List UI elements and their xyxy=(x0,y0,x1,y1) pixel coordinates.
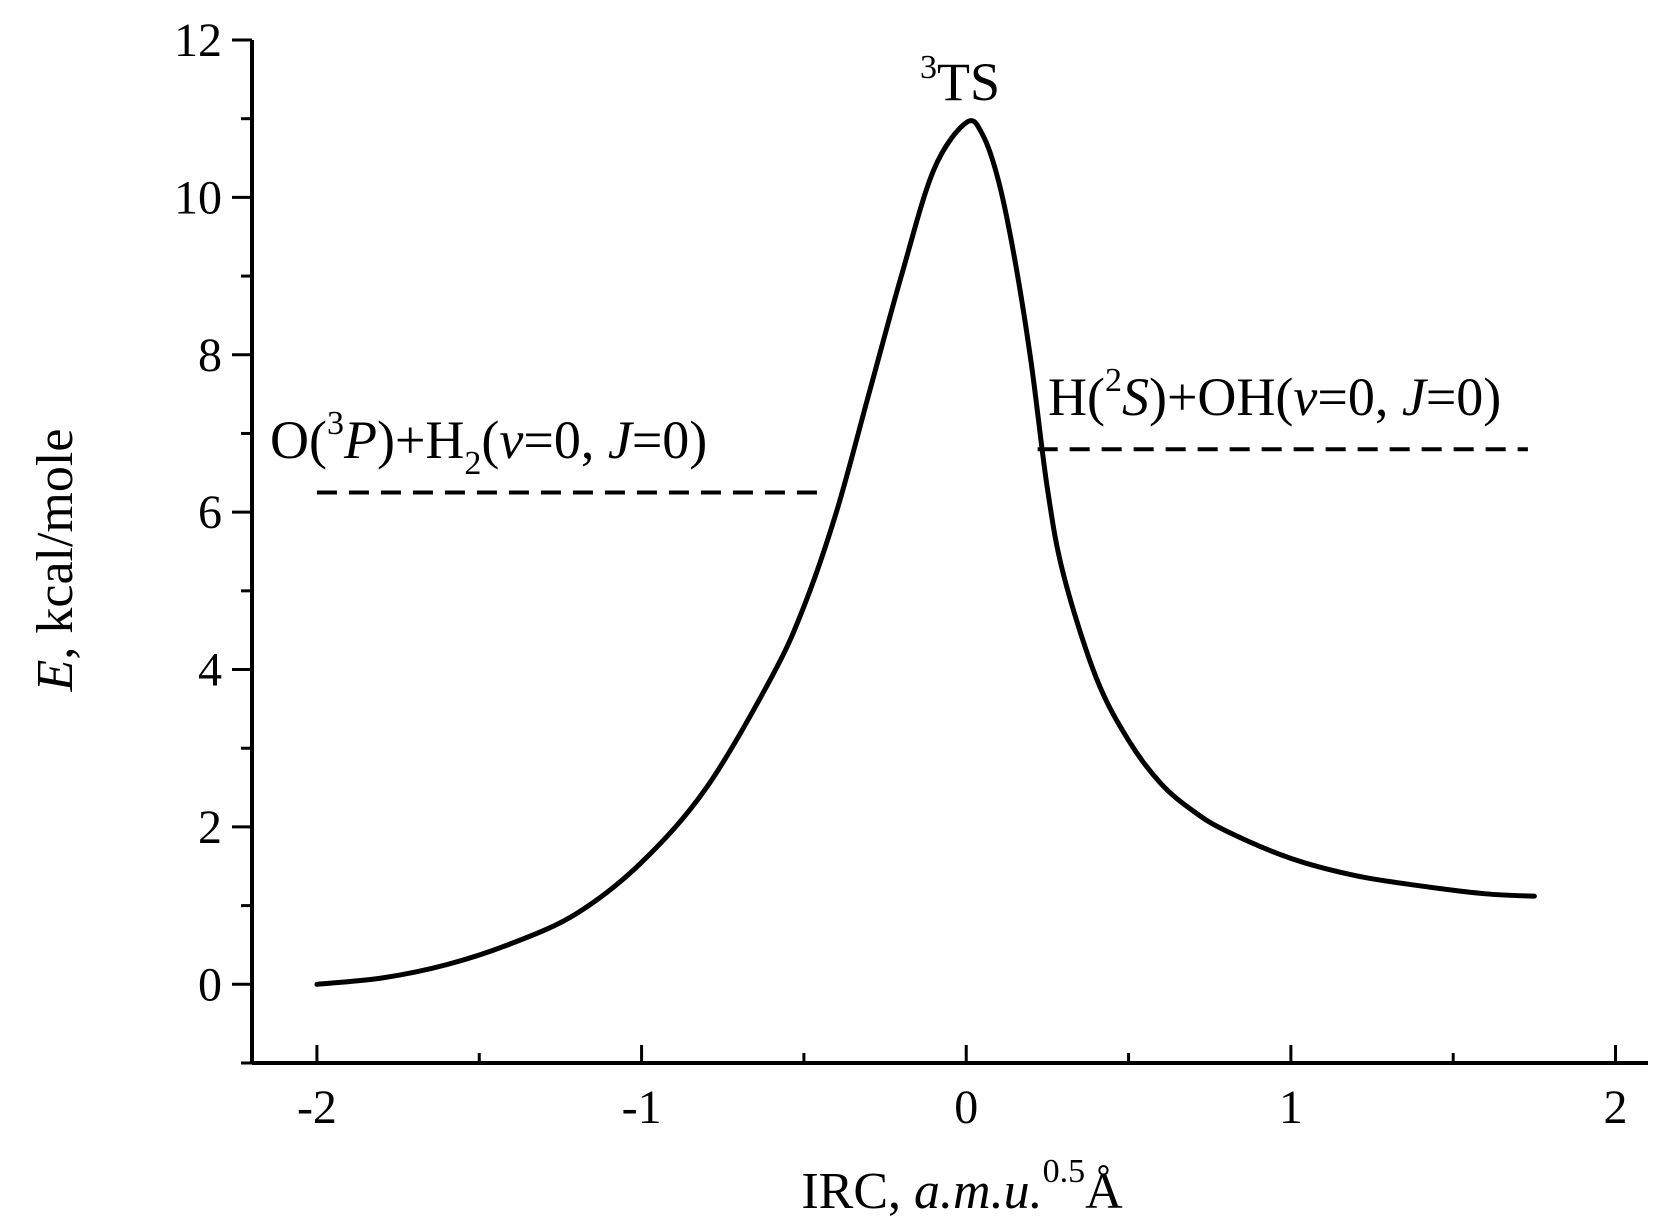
series xyxy=(314,118,1537,987)
x-tick-label: -1 xyxy=(622,1081,662,1134)
x-tick-label: 0 xyxy=(954,1081,978,1134)
energy-profile-curve xyxy=(314,118,1537,987)
y-tick-label: 4 xyxy=(198,644,222,697)
y-tick-label: 10 xyxy=(174,171,222,224)
axes xyxy=(250,40,1648,1065)
y-tick-label: 6 xyxy=(198,486,222,539)
reactants-label: O(3P)+H2(v=0, J=0) xyxy=(270,405,707,482)
ts-label: 3TS xyxy=(920,49,1000,112)
x-axis-title: IRC, a.m.u.0.5Å xyxy=(801,1153,1123,1220)
x-tick-label: -2 xyxy=(297,1081,337,1134)
y-tick-label: 2 xyxy=(198,801,222,854)
x-tick-label: 2 xyxy=(1604,1081,1628,1134)
y-axis-title: E, kcal/mole xyxy=(27,429,84,693)
reference-lines xyxy=(316,447,1528,495)
y-tick-label: 8 xyxy=(198,329,222,382)
y-tick-label: 0 xyxy=(198,958,222,1011)
x-tick-label: 1 xyxy=(1279,1081,1303,1134)
y-tick-label: 12 xyxy=(174,14,222,67)
products-label: H(2S)+OH(v=0, J=0) xyxy=(1048,362,1501,427)
